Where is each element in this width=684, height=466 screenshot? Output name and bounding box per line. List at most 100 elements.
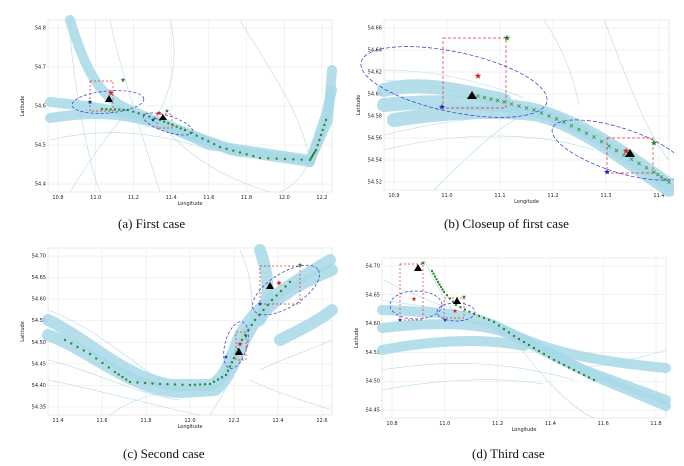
y-tick-label: 54.6 (35, 104, 46, 110)
current-position-triangle (105, 95, 113, 102)
x-tick-label: 11.0 (441, 193, 452, 199)
x-tick-label: 11.3 (600, 193, 611, 199)
y-tick-label: 54.70 (366, 264, 380, 270)
bounding-box (259, 265, 301, 305)
trajectory-point (137, 112, 140, 115)
x-tick-label: 11.4 (166, 195, 177, 201)
trajectory-cross (532, 108, 536, 112)
trajectory-point (181, 383, 184, 386)
traffic-track (259, 339, 333, 371)
start-star-blue (87, 99, 93, 105)
x-tick-label: 11.2 (128, 195, 139, 201)
uncertainty-ellipse (551, 119, 674, 181)
trajectory-point (463, 308, 467, 311)
trajectory-point (300, 158, 303, 161)
x-tick-label: 12.0 (184, 418, 195, 424)
trajectory-point (151, 382, 154, 385)
trajectory-cross (637, 161, 641, 166)
traffic-track (69, 19, 101, 193)
trajectory-point (283, 157, 287, 161)
start-star-blue (442, 317, 448, 322)
trajectory-point (224, 373, 228, 377)
uncertainty-ellipse (71, 90, 145, 114)
traffic-band (45, 108, 245, 157)
trajectory-point (459, 306, 462, 309)
predicted-star-red (276, 280, 282, 286)
y-tick-label: 54.60 (366, 321, 380, 327)
trajectory-point (203, 383, 207, 386)
bounding-box (442, 37, 507, 109)
x-axis-label: Longitude (512, 427, 537, 433)
trajectory-point (188, 383, 192, 387)
trajectory-cross (659, 175, 664, 179)
y-tick-label: 54.58 (368, 114, 382, 120)
trajectory-point (95, 357, 98, 360)
plot-third-case: 10.8 11.0 11.2 11.4 11.6 11.8 54.70 54.65 54.60 5… (354, 257, 671, 433)
x-tick-label: 11.0 (439, 421, 450, 427)
trajectory-cross (476, 94, 480, 98)
predicted-star-red (156, 110, 162, 116)
trajectory-point (433, 275, 437, 278)
uncertainty-ellipse (360, 46, 548, 118)
y-tick-label: 54.4 (35, 182, 46, 188)
traffic-track (573, 349, 667, 369)
x-tick-label: 11.4 (653, 193, 664, 199)
trajectory-cross (592, 135, 596, 139)
bounding-box (235, 331, 247, 361)
y-tick-label: 54.70 (32, 254, 46, 260)
trajectory-cross (547, 114, 551, 118)
trajectory-point (148, 115, 151, 118)
trajectory-point (582, 373, 586, 377)
uncertainty-ellipse (142, 112, 194, 136)
y-axis-label: Latitude (354, 328, 360, 349)
y-axis-label: Latitude (356, 95, 362, 116)
traffic-track (49, 132, 211, 151)
trajectory-point (70, 342, 73, 345)
trajectory-point (173, 383, 177, 386)
y-tick-label: 54.56 (368, 136, 382, 142)
target-star-green (297, 262, 303, 267)
trajectory-point (512, 334, 516, 338)
panel-first-case: 10.8 11.0 11.2 11.4 11.6 11.8 12.0 12.2 54.8 54.7… (10, 10, 340, 220)
uncertainty-ellipse (252, 264, 320, 316)
trajectory-point (125, 378, 128, 381)
trajectory-point (517, 337, 521, 341)
target-star-green (243, 333, 249, 338)
y-tick-label: 54.7 (35, 65, 46, 71)
trajectory-point (225, 147, 228, 151)
trajectory-point (492, 320, 496, 324)
trajectory-point (537, 349, 541, 353)
trajectory-point (132, 110, 135, 113)
trajectory-point (228, 365, 232, 368)
traffic-band (499, 325, 671, 373)
trajectory-cross (644, 165, 649, 170)
x-tick-label: 12.4 (272, 418, 283, 424)
trajectory-point (121, 375, 124, 379)
trajectory-point (143, 381, 147, 385)
y-tick-label: 54.60 (32, 297, 46, 303)
trajectory-point (324, 118, 328, 122)
trajectory-cross (539, 111, 544, 115)
y-tick-label: 54.50 (32, 340, 46, 346)
traffic-track (603, 19, 670, 161)
trajectory-point (279, 289, 283, 293)
trajectory-point (250, 323, 253, 327)
trajectory-cross (495, 98, 500, 103)
traffic-band (305, 85, 337, 167)
x-tick-label: 11.8 (140, 418, 151, 424)
traffic-track (209, 379, 231, 416)
trajectory-point (430, 269, 434, 273)
y-tick-label: 54.5 (35, 143, 46, 149)
x-tick-label: 10.8 (386, 421, 397, 427)
trajectory-point (321, 128, 324, 132)
caption-third-case: (d) Third case (472, 446, 545, 461)
target-star-green (120, 77, 126, 83)
target-star-green (420, 260, 426, 265)
current-position-triangle (453, 297, 461, 304)
x-tick-label: 10.9 (388, 193, 399, 199)
trajectory-point (258, 156, 262, 160)
predicted-star-red (622, 147, 630, 154)
trajectory-point (552, 358, 556, 362)
y-tick-label: 54.40 (32, 383, 46, 389)
trajectory-point (76, 345, 79, 349)
